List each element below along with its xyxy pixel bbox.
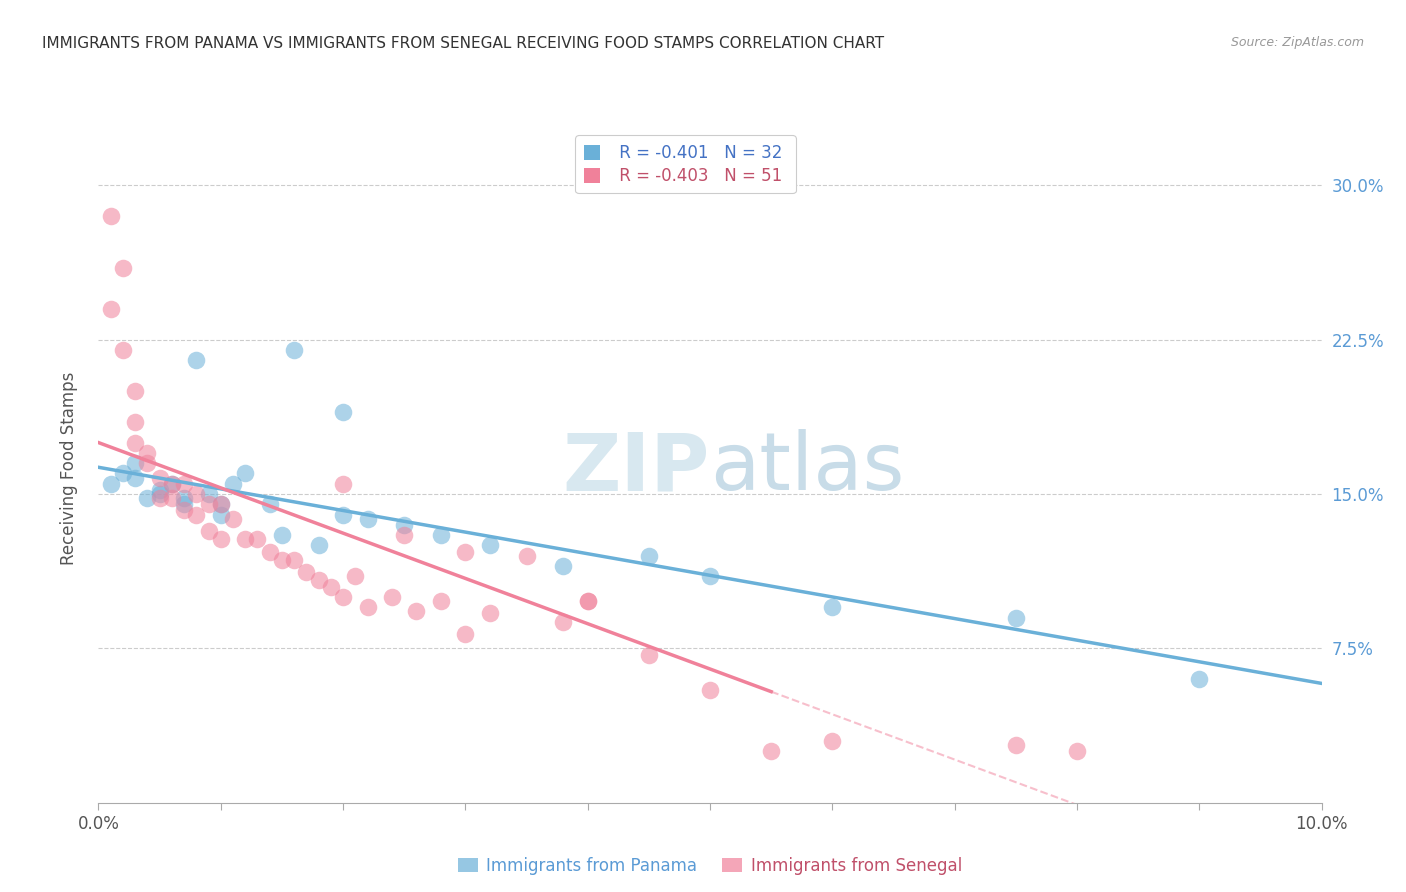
Point <box>430 528 453 542</box>
Point <box>553 615 575 629</box>
Point <box>160 491 183 505</box>
Point <box>111 343 134 357</box>
Point <box>186 353 208 368</box>
Point <box>637 549 661 563</box>
Point <box>111 467 134 481</box>
Point <box>454 544 477 558</box>
Point <box>136 456 159 470</box>
Point <box>124 384 146 398</box>
Point <box>332 476 354 491</box>
Point <box>454 627 477 641</box>
Point <box>308 574 330 588</box>
Point <box>392 517 416 532</box>
Point <box>356 512 378 526</box>
Point <box>149 470 172 484</box>
Point <box>821 600 844 615</box>
Point <box>186 508 208 522</box>
Point <box>197 524 219 538</box>
Point <box>259 497 281 511</box>
Point <box>430 594 453 608</box>
Point <box>160 476 183 491</box>
Point <box>136 491 159 505</box>
Point <box>246 533 269 547</box>
Text: Source: ZipAtlas.com: Source: ZipAtlas.com <box>1230 36 1364 49</box>
Point <box>332 405 354 419</box>
Point <box>381 590 404 604</box>
Point <box>1188 673 1211 687</box>
Point <box>344 569 367 583</box>
Point <box>637 648 661 662</box>
Point <box>259 544 281 558</box>
Point <box>124 456 146 470</box>
Point <box>136 446 159 460</box>
Point <box>295 566 318 580</box>
Point <box>222 512 245 526</box>
Point <box>308 539 330 553</box>
Legend: Immigrants from Panama, Immigrants from Senegal: Immigrants from Panama, Immigrants from … <box>451 850 969 881</box>
Text: ZIP: ZIP <box>562 429 710 508</box>
Point <box>699 569 721 583</box>
Point <box>1004 738 1026 752</box>
Point <box>478 539 501 553</box>
Point <box>186 487 208 501</box>
Point <box>209 497 232 511</box>
Point <box>173 497 195 511</box>
Point <box>478 607 501 621</box>
Point <box>209 497 232 511</box>
Point <box>576 594 599 608</box>
Point <box>699 682 721 697</box>
Point <box>821 734 844 748</box>
Point <box>356 600 378 615</box>
Point <box>222 476 245 491</box>
Point <box>209 533 232 547</box>
Point <box>270 553 292 567</box>
Point <box>553 559 575 574</box>
Point <box>197 497 219 511</box>
Point <box>100 301 122 316</box>
Point <box>759 744 782 758</box>
Point <box>111 260 134 275</box>
Point <box>100 209 122 223</box>
Point <box>233 533 256 547</box>
Point <box>173 503 195 517</box>
Point <box>405 604 427 618</box>
Point <box>283 343 305 357</box>
Point <box>124 435 146 450</box>
Point <box>124 415 146 429</box>
Point <box>173 491 195 505</box>
Point <box>209 508 232 522</box>
Point <box>149 483 172 497</box>
Text: atlas: atlas <box>710 429 904 508</box>
Point <box>332 508 354 522</box>
Point <box>516 549 538 563</box>
Point <box>1004 610 1026 624</box>
Point <box>149 491 172 505</box>
Point <box>270 528 292 542</box>
Point <box>392 528 416 542</box>
Point <box>332 590 354 604</box>
Point <box>233 467 256 481</box>
Point <box>100 476 122 491</box>
Point <box>576 594 599 608</box>
Point <box>283 553 305 567</box>
Point <box>124 470 146 484</box>
Point <box>160 476 183 491</box>
Point <box>173 476 195 491</box>
Text: IMMIGRANTS FROM PANAMA VS IMMIGRANTS FROM SENEGAL RECEIVING FOOD STAMPS CORRELAT: IMMIGRANTS FROM PANAMA VS IMMIGRANTS FRO… <box>42 36 884 51</box>
Point <box>149 487 172 501</box>
Point <box>319 580 342 594</box>
Y-axis label: Receiving Food Stamps: Receiving Food Stamps <box>59 372 77 565</box>
Point <box>1066 744 1088 758</box>
Point <box>197 487 219 501</box>
